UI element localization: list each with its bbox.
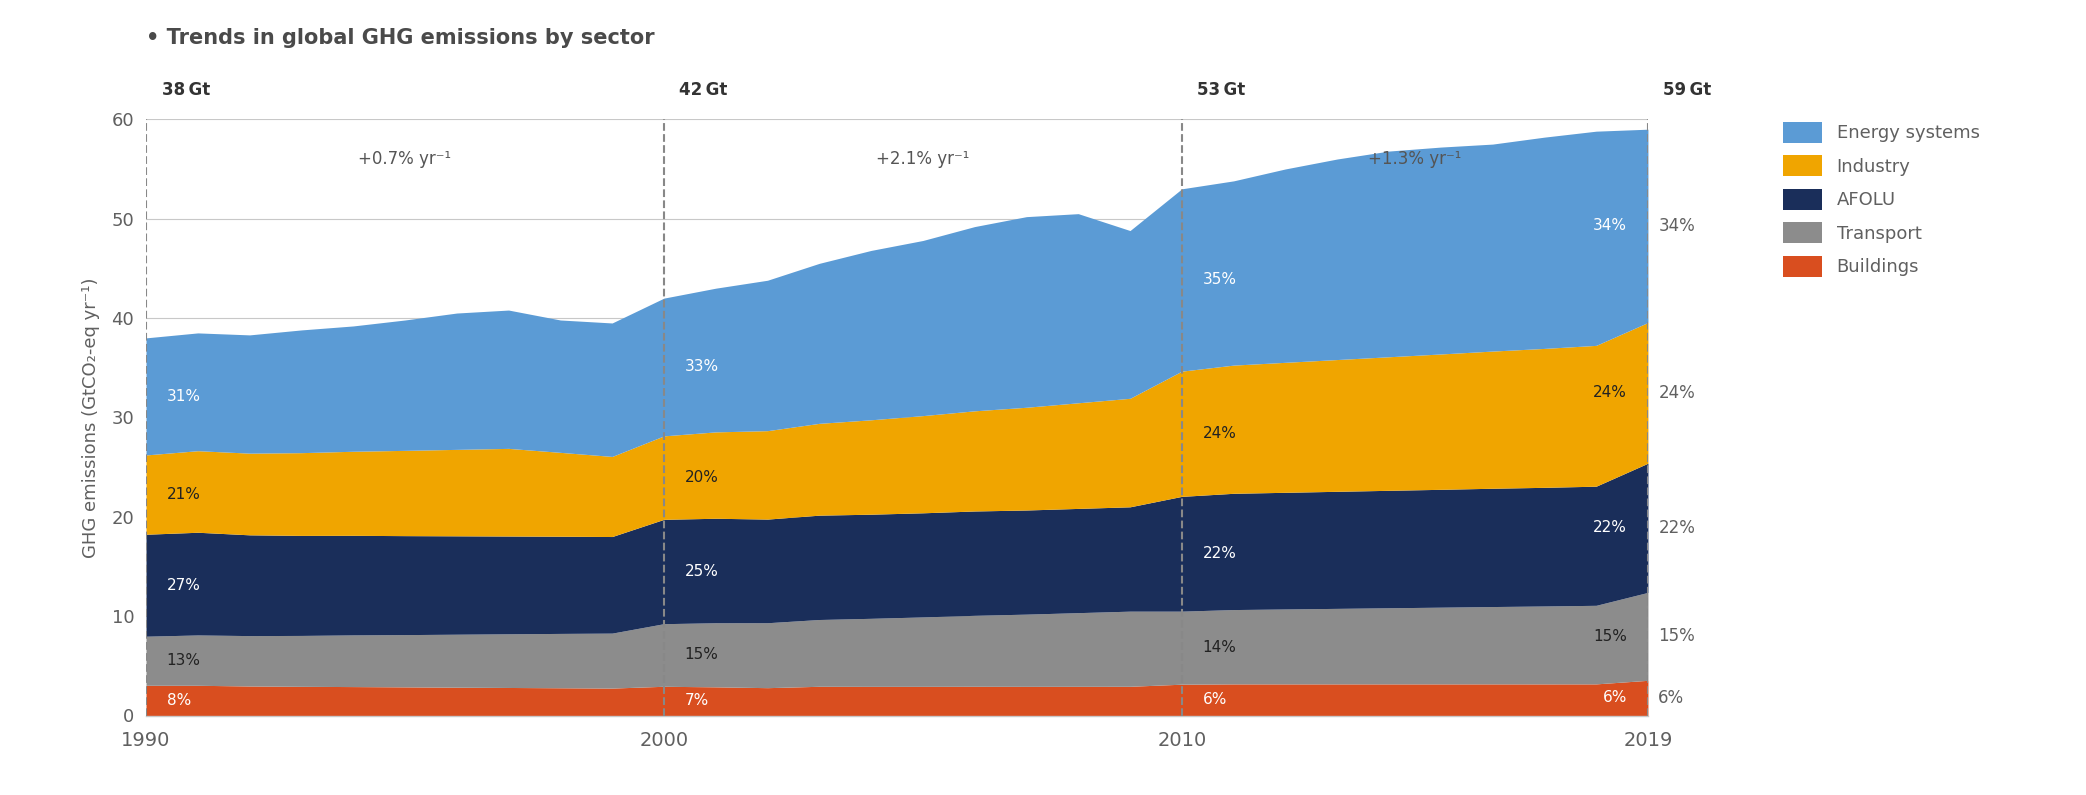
Text: 24%: 24% — [1658, 384, 1696, 401]
Text: +0.7% yr⁻¹: +0.7% yr⁻¹ — [359, 150, 451, 168]
Text: 22%: 22% — [1658, 519, 1696, 537]
Text: 31%: 31% — [167, 389, 200, 404]
Text: 8%: 8% — [167, 693, 192, 708]
Text: 38 Gt: 38 Gt — [161, 81, 211, 99]
Text: 33%: 33% — [684, 359, 720, 374]
Text: 27%: 27% — [167, 578, 200, 593]
Legend: Energy systems, Industry, AFOLU, Transport, Buildings: Energy systems, Industry, AFOLU, Transpo… — [1777, 116, 1986, 282]
Text: +2.1% yr⁻¹: +2.1% yr⁻¹ — [876, 150, 970, 168]
Text: 59 Gt: 59 Gt — [1663, 81, 1713, 99]
Text: 20%: 20% — [684, 470, 718, 485]
Text: 15%: 15% — [1594, 629, 1627, 644]
Text: 6%: 6% — [1602, 690, 1627, 705]
Text: 21%: 21% — [167, 487, 200, 502]
Text: 53 Gt: 53 Gt — [1197, 81, 1245, 99]
Text: 22%: 22% — [1202, 546, 1237, 561]
Text: 25%: 25% — [684, 564, 718, 579]
Text: 22%: 22% — [1594, 520, 1627, 535]
Text: 34%: 34% — [1658, 217, 1696, 235]
Text: 7%: 7% — [684, 693, 709, 708]
Text: • Trends in global GHG emissions by sector: • Trends in global GHG emissions by sect… — [146, 28, 655, 48]
Text: +1.3% yr⁻¹: +1.3% yr⁻¹ — [1368, 150, 1462, 168]
Text: 6%: 6% — [1658, 689, 1683, 707]
Text: 6%: 6% — [1202, 692, 1227, 708]
Text: 15%: 15% — [1658, 627, 1696, 646]
Text: 14%: 14% — [1202, 640, 1237, 655]
Text: 34%: 34% — [1594, 219, 1627, 233]
Text: 13%: 13% — [167, 653, 200, 669]
Text: 42 Gt: 42 Gt — [680, 81, 728, 99]
Y-axis label: GHG emissions (GtCO₂-eq yr⁻¹): GHG emissions (GtCO₂-eq yr⁻¹) — [81, 277, 100, 557]
Text: 35%: 35% — [1202, 273, 1237, 288]
Text: 15%: 15% — [684, 647, 718, 662]
Text: 24%: 24% — [1594, 386, 1627, 401]
Text: 24%: 24% — [1202, 426, 1237, 441]
